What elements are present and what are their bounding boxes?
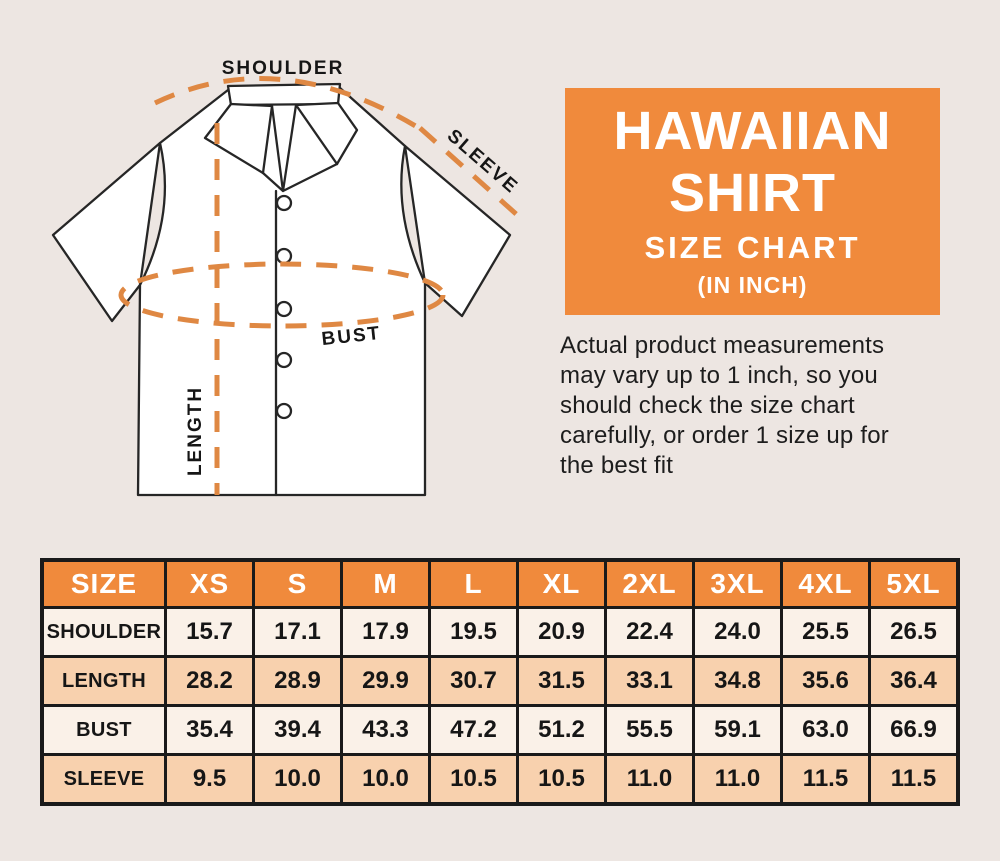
col-header-size: SIZE <box>44 562 164 606</box>
title-line-4: (IN INCH) <box>697 272 808 298</box>
sleeve-measure-line <box>418 126 527 224</box>
shoulder-label: SHOULDER <box>222 58 345 79</box>
table-cell: 43.3 <box>343 707 428 753</box>
table-cell: 19.5 <box>431 609 516 655</box>
col-header-3xl: 3XL <box>695 562 780 606</box>
col-header-2xl: 2XL <box>607 562 692 606</box>
button <box>275 351 293 369</box>
shirt-measurement-diagram: SHOULDER SLEEVE BUST LENGTH <box>0 38 548 548</box>
intro-line: the best fit <box>560 452 674 479</box>
table-cell: 35.6 <box>783 658 868 704</box>
size-table: SIZE XS S M L XL 2XL 3XL 4XL 5XL SHOULDE… <box>40 558 960 806</box>
row-header-sleeve: SLEEVE <box>44 756 164 802</box>
table-cell: 34.8 <box>695 658 780 704</box>
bust-measure-ellipse <box>118 261 446 329</box>
table-cell: 11.5 <box>783 756 868 802</box>
table-cell: 63.0 <box>783 707 868 753</box>
table-cell: 25.5 <box>783 609 868 655</box>
table-cell: 47.2 <box>431 707 516 753</box>
table-cell: 55.5 <box>607 707 692 753</box>
title-line-2: SHIRT <box>669 163 836 223</box>
table-cell: 33.1 <box>607 658 692 704</box>
title-line-3: SIZE CHART <box>644 230 861 265</box>
table-cell: 10.5 <box>431 756 516 802</box>
table-cell: 17.9 <box>343 609 428 655</box>
table-cell: 31.5 <box>519 658 604 704</box>
table-cell: 30.7 <box>431 658 516 704</box>
table-cell: 10.0 <box>343 756 428 802</box>
table-cell: 10.5 <box>519 756 604 802</box>
intro-paragraph: Actual product measurements may vary up … <box>560 331 960 481</box>
shirt-body-shape <box>136 86 427 497</box>
intro-line: Actual product measurements <box>560 332 885 359</box>
table-cell: 39.4 <box>255 707 340 753</box>
table-cell: 36.4 <box>871 658 956 704</box>
row-header-bust: BUST <box>44 707 164 753</box>
col-header-xs: XS <box>167 562 252 606</box>
table-cell: 17.1 <box>255 609 340 655</box>
table-cell: 24.0 <box>695 609 780 655</box>
table-cell: 22.4 <box>607 609 692 655</box>
row-header-length: LENGTH <box>44 658 164 704</box>
neck-opening-lines <box>261 103 339 193</box>
row-header-shoulder: SHOULDER <box>44 609 164 655</box>
table-cell: 11.0 <box>607 756 692 802</box>
col-header-4xl: 4XL <box>783 562 868 606</box>
table-cell: 11.0 <box>695 756 780 802</box>
col-header-l: L <box>431 562 516 606</box>
table-cell: 10.0 <box>255 756 340 802</box>
col-header-xl: XL <box>519 562 604 606</box>
button <box>275 194 293 212</box>
title-box: HAWAIIAN SHIRT SIZE CHART (IN INCH) <box>565 88 940 315</box>
table-cell: 51.2 <box>519 707 604 753</box>
col-header-s: S <box>255 562 340 606</box>
button <box>275 300 293 318</box>
button <box>275 402 293 420</box>
intro-line: may vary up to 1 inch, so you <box>560 362 878 389</box>
table-cell: 35.4 <box>167 707 252 753</box>
table-cell: 11.5 <box>871 756 956 802</box>
table-cell: 20.9 <box>519 609 604 655</box>
intro-line: carefully, or order 1 size up for <box>560 422 889 449</box>
left-sleeve-shape <box>51 141 162 323</box>
right-sleeve-shape <box>403 144 512 318</box>
col-header-m: M <box>343 562 428 606</box>
table-cell: 66.9 <box>871 707 956 753</box>
table-cell: 28.9 <box>255 658 340 704</box>
shirt-drawing: SHOULDER SLEEVE BUST LENGTH <box>51 58 527 497</box>
table-cell: 28.2 <box>167 658 252 704</box>
table-cell: 9.5 <box>167 756 252 802</box>
col-header-5xl: 5XL <box>871 562 956 606</box>
table-cell: 59.1 <box>695 707 780 753</box>
table-cell: 26.5 <box>871 609 956 655</box>
table-cell: 15.7 <box>167 609 252 655</box>
length-label: LENGTH <box>185 386 206 476</box>
title-line-1: HAWAIIAN <box>613 101 892 161</box>
collar-band <box>226 82 342 107</box>
intro-line: should check the size chart <box>560 392 855 419</box>
table-cell: 29.9 <box>343 658 428 704</box>
